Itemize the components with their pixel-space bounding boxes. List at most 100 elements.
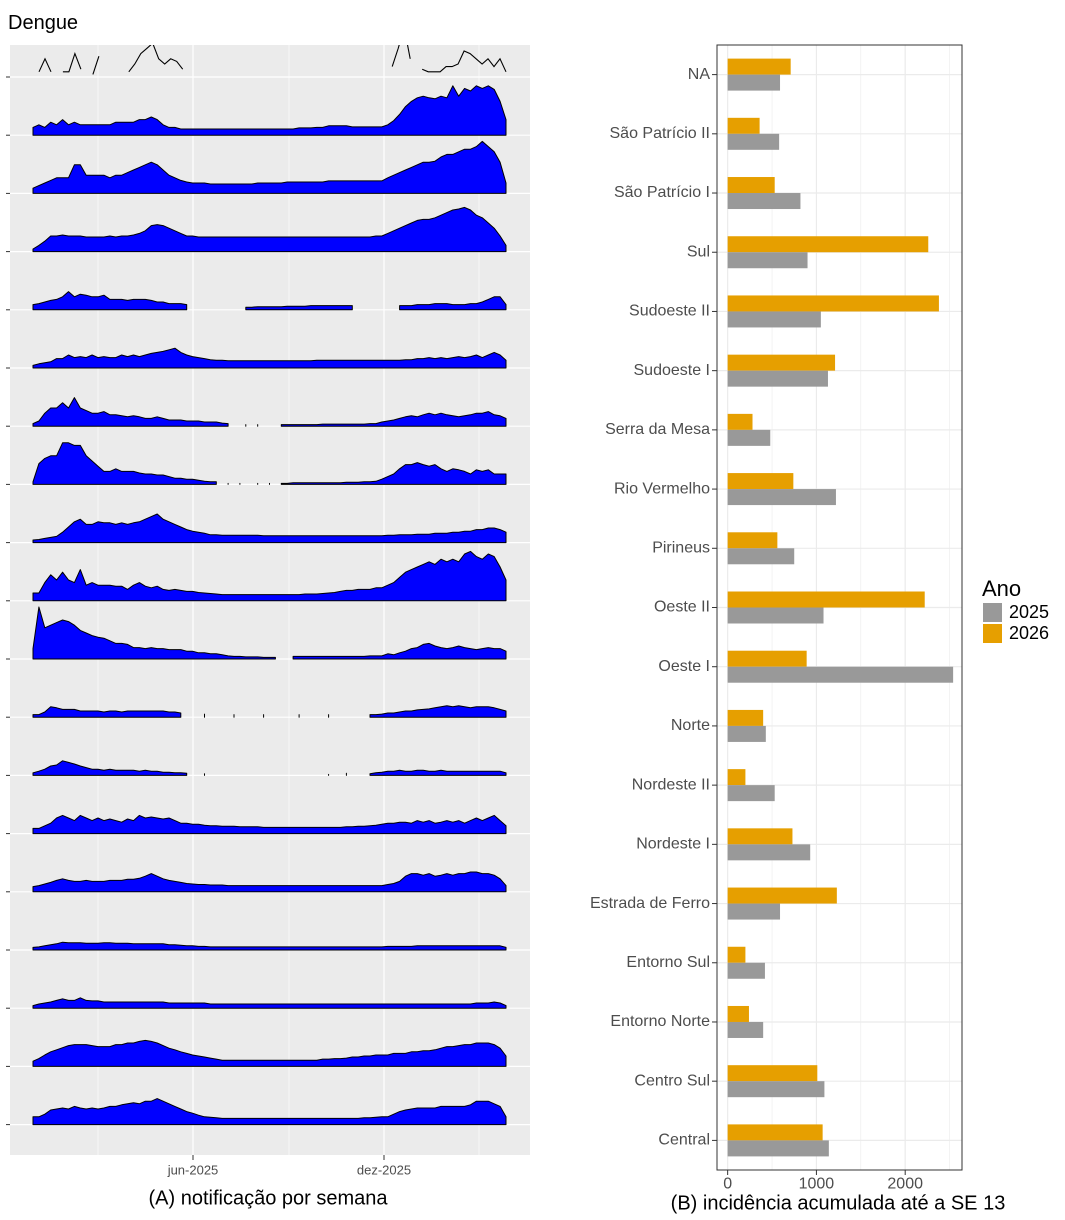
ridgeline-area <box>32 1039 507 1067</box>
ridgeline-line <box>38 57 52 73</box>
ridgeline-area <box>32 550 507 602</box>
bar-2025 <box>727 489 836 506</box>
bar-category-label: Sul <box>687 243 710 260</box>
ridgeline-area <box>32 347 507 369</box>
bar-2026 <box>727 413 753 430</box>
bar-2026 <box>727 709 764 726</box>
ridgeline-chart: jun-2025 dez-2025 (A) notificação por se… <box>6 45 530 1210</box>
bar-2025 <box>727 1140 829 1157</box>
legend-title: Ano <box>982 576 1021 601</box>
ridgeline-line <box>128 45 184 73</box>
bar-2026 <box>727 354 836 371</box>
bar-2025 <box>727 903 781 920</box>
ridgeline-area <box>369 705 507 718</box>
bar-2025 <box>727 74 781 91</box>
ridgeline-series <box>32 45 507 1126</box>
bar-2025 <box>727 1021 764 1038</box>
ridgeline-line <box>92 56 100 75</box>
legend-label-2026: 2026 <box>1009 623 1049 643</box>
ridgeline-caption: (A) notificação por semana <box>148 1188 388 1210</box>
bar-2026 <box>727 1124 823 1141</box>
bar-2026 <box>727 295 939 312</box>
bar-2026 <box>727 473 794 490</box>
incidence-bar-chart: NA São Patrício II São Patrício I Sul Sudoes… <box>590 44 1049 1215</box>
bar-2025 <box>727 548 795 565</box>
bar-category-label: Nordeste II <box>632 776 710 793</box>
bar-category-label: Estrada de Ferro <box>590 895 710 912</box>
bar-2025 <box>727 844 811 861</box>
bar-series <box>727 58 954 1157</box>
bar-2026 <box>727 887 837 904</box>
ridgeline-area <box>280 462 507 485</box>
figure-title: Dengue <box>8 12 79 34</box>
bar-category-label: Rio Vermelho <box>614 480 710 497</box>
bar-2026 <box>727 177 775 194</box>
ridgeline-area <box>32 941 507 951</box>
ridgeline-line <box>62 51 82 73</box>
ridgeline-area <box>32 206 507 253</box>
bar-category-label: São Patrício I <box>614 184 710 201</box>
bar-2026 <box>727 1065 818 1082</box>
bar-2026 <box>727 236 929 253</box>
legend: Ano 2025 2026 <box>982 576 1049 643</box>
ridgeline-area <box>32 706 182 718</box>
legend-label-2025: 2025 <box>1009 602 1049 622</box>
ridgeline-area <box>32 442 217 485</box>
ridgeline-area <box>32 760 188 776</box>
bar-2026 <box>727 591 925 608</box>
ridgeline-area <box>32 814 507 835</box>
bar-panel-border <box>716 44 963 1171</box>
ridgeline-area <box>32 85 507 136</box>
ridgeline-line <box>421 50 507 73</box>
bar-2026 <box>727 532 778 549</box>
ridgeline-area <box>32 140 507 194</box>
bar-category-label: Oeste I <box>658 658 710 675</box>
bar-category-labels: NA São Patrício II São Patrício I Sul Sudoes… <box>590 66 717 1149</box>
bar-2025 <box>727 370 828 387</box>
bar-2025 <box>727 607 824 624</box>
bar-2025 <box>727 252 808 269</box>
bar-2025 <box>727 311 821 328</box>
ridgeline-area <box>399 296 507 311</box>
bar-2026 <box>727 1005 749 1022</box>
bar-2026 <box>727 650 807 667</box>
bar-2025 <box>727 785 775 802</box>
ridgeline-axis-ticks <box>6 76 385 1160</box>
bar-2025 <box>727 429 771 446</box>
bar-x-tick-label: 1000 <box>799 1175 835 1192</box>
bar-x-axis-ticks: 0 1000 2000 <box>723 1170 923 1192</box>
ridgeline-area <box>32 606 276 660</box>
bar-category-label: Norte <box>671 717 710 734</box>
bar-caption: (B) incidência acumulada até a SE 13 <box>671 1193 1006 1215</box>
bar-category-label: Entorno Norte <box>610 1013 710 1030</box>
bar-2025 <box>727 725 766 742</box>
bar-category-label: Oeste II <box>654 599 710 616</box>
ridgeline-area <box>32 871 507 893</box>
ridgeline-area <box>32 397 229 427</box>
ridgeline-x-tick-label-dez: dez-2025 <box>357 1163 411 1178</box>
ridgeline-area <box>280 411 507 427</box>
bar-category-label: Serra da Mesa <box>605 421 710 438</box>
bar-category-label: NA <box>688 66 711 83</box>
bar-category-label: Centro Sul <box>634 1072 710 1089</box>
bar-2025 <box>727 1081 825 1098</box>
ridgeline-area <box>32 513 507 544</box>
legend-key-2025 <box>983 603 1002 622</box>
ridgeline-line <box>391 45 411 67</box>
bar-category-label: São Patrício II <box>610 125 711 142</box>
bar-2026 <box>727 58 791 75</box>
bar-category-label: Entorno Sul <box>626 954 710 971</box>
bar-2025 <box>727 193 801 210</box>
bar-x-tick-label: 0 <box>723 1175 732 1192</box>
bar-2026 <box>727 769 746 786</box>
bar-2026 <box>727 828 793 845</box>
ridgeline-area <box>245 305 353 311</box>
bar-2025 <box>727 133 780 150</box>
ridgeline-area <box>32 997 507 1009</box>
bar-2025 <box>727 666 954 683</box>
ridgeline-area <box>32 1098 507 1126</box>
bar-category-label: Nordeste I <box>636 836 710 853</box>
ridgeline-area <box>369 769 507 776</box>
bar-category-label: Pirineus <box>652 540 710 557</box>
bar-2026 <box>727 117 760 134</box>
